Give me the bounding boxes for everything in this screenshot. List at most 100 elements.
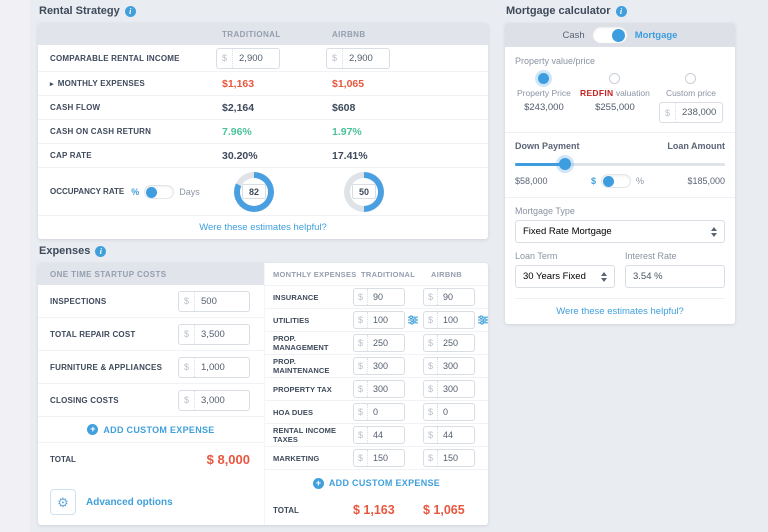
prop-management-traditional-input[interactable]: $250 (353, 334, 405, 353)
redfin-logo: REDFIN (580, 88, 614, 98)
row-label-monthly-expenses[interactable]: ▸ MONTHLY EXPENSES (50, 79, 216, 88)
radio-button[interactable] (609, 73, 621, 84)
mortgage-option[interactable]: Mortgage (634, 29, 678, 41)
radio-button[interactable] (538, 73, 550, 84)
rental-income-taxes-airbnb-input[interactable]: $44 (423, 426, 475, 445)
hoa-dues-traditional-input[interactable]: $0 (353, 403, 405, 422)
adjust-sliders-icon[interactable] (408, 315, 418, 326)
down-payment-amount: $58,000 (515, 176, 548, 186)
property-tax-traditional-input[interactable]: $300 (353, 380, 405, 399)
plus-icon: + (312, 477, 324, 489)
prop-maintenance-traditional-input[interactable]: $300 (353, 357, 405, 376)
info-icon[interactable]: i (615, 5, 627, 17)
occupancy-percent-option[interactable]: % (131, 186, 140, 197)
rental-income-taxes-traditional-input[interactable]: $44 (353, 426, 405, 445)
property-option-custom-price[interactable]: Custom price $238,000 (658, 73, 723, 123)
add-custom-expense-one-time-button[interactable]: + ADD CUSTOM EXPENSE (38, 417, 264, 443)
monthly-cell: $44 (353, 426, 423, 445)
currency-prefix: $ (424, 358, 439, 375)
one-time-expense-row: TOTAL REPAIR COST $3,500 (38, 318, 264, 351)
monthly-expense-row: RENTAL INCOME TAXES $44 $44 (265, 424, 488, 448)
percent-option[interactable]: % (636, 176, 645, 186)
inspections-input[interactable]: $500 (178, 290, 250, 312)
loan-term-select[interactable]: 30 Years Fixed (515, 265, 615, 288)
property-option-property-price[interactable]: Property Price $243,000 (517, 73, 571, 123)
interest-rate-input[interactable]: 3.54 % (625, 265, 725, 288)
currency-prefix: $ (354, 450, 369, 467)
marketing-airbnb-input[interactable]: $150 (423, 449, 475, 468)
property-option-valuation[interactable]: REDFIN valuation $255,000 (580, 73, 650, 123)
info-icon[interactable]: i (95, 245, 107, 257)
dollar-option[interactable]: $ (590, 176, 596, 186)
advanced-options-button[interactable]: ⚙ (50, 489, 76, 515)
table-row: CAP RATE 30.20% 17.41% (38, 144, 488, 168)
row-label-cash-flow: CASH FLOW (50, 103, 216, 112)
property-tax-airbnb-input[interactable]: $300 (423, 380, 475, 399)
expense-label: CLOSING COSTS (50, 395, 119, 405)
occupancy-value-airbnb-input[interactable]: 50 (352, 184, 376, 199)
donut-hole: 82 (240, 177, 268, 206)
utilities-traditional-input[interactable]: $100 (353, 311, 405, 330)
metric-value: $1,163 (222, 77, 255, 90)
occupancy-value-traditional-input[interactable]: 82 (242, 184, 266, 199)
row-label-text: CAP RATE (50, 151, 92, 160)
occupancy-gauge-traditional-cell: 82 (216, 171, 326, 212)
loan-term-label: Loan Term (515, 251, 558, 261)
advanced-options-link[interactable]: Advanced options (86, 496, 173, 508)
monthly-expense-row: INSURANCE $90 $90 (265, 286, 488, 310)
section-divider (505, 197, 735, 198)
marketing-traditional-input[interactable]: $150 (353, 449, 405, 468)
mortgage-type-select[interactable]: Fixed Rate Mortgage (515, 220, 725, 243)
option-value: $243,000 (524, 102, 564, 113)
info-icon[interactable]: i (124, 5, 136, 17)
one-time-expense-row: CLOSING COSTS $3,000 (38, 384, 264, 417)
expense-label: INSURANCE (273, 292, 319, 302)
monthly-cell: $300 (423, 380, 488, 399)
insurance-airbnb-input[interactable]: $90 (423, 288, 475, 307)
estimates-helpful-link[interactable]: Were these estimates helpful? (199, 222, 327, 233)
expense-label: HOA DUES (273, 407, 314, 417)
expenses-panel: Expenses i ONE TIME STARTUP COSTS INSPEC… (38, 244, 488, 525)
expense-label: PROPERTY TAX (273, 384, 332, 394)
closing-costs-input[interactable]: $3,000 (178, 389, 250, 411)
plus-icon: + (87, 424, 99, 435)
loan-term-group: Loan Term 30 Years Fixed (515, 251, 615, 288)
one-time-expense-row: FURNITURE & APPLIANCES $1,000 (38, 351, 264, 384)
prop-maintenance-airbnb-input[interactable]: $300 (423, 357, 475, 376)
column-header-airbnb: AIRBNB (332, 29, 366, 39)
utilities-airbnb-input[interactable]: $100 (423, 311, 475, 330)
column-header-traditional: TRADITIONAL (222, 29, 281, 39)
advanced-options-row: ⚙ Advanced options (38, 481, 264, 525)
rental-strategy-panel: Rental Strategy i TRADITIONAL AIRBNB COM… (38, 4, 488, 239)
toggle-knob (603, 176, 614, 187)
table-row: ▸ MONTHLY EXPENSES $1,163 $1,065 (38, 72, 488, 96)
cash-option[interactable]: Cash (562, 29, 585, 41)
hoa-dues-airbnb-input[interactable]: $0 (423, 403, 475, 422)
monthly-expenses-header-row: MONTHLY EXPENSES TRADITIONAL AIRBNB (265, 263, 488, 287)
input-value: 2,900 (239, 52, 263, 64)
add-custom-expense-monthly-button[interactable]: + ADD CUSTOM EXPENSE (265, 470, 488, 495)
comparable-rental-income-input[interactable]: $2,900 (216, 47, 280, 69)
prop-management-airbnb-input[interactable]: $250 (423, 334, 475, 353)
adjust-sliders-icon[interactable] (478, 315, 488, 326)
occupancy-unit-toggle[interactable] (144, 184, 175, 199)
cash-mortgage-toggle[interactable] (592, 27, 627, 43)
total-repair-cost-input[interactable]: $3,500 (178, 323, 250, 345)
occupancy-days-option[interactable]: Days (179, 186, 200, 197)
monthly-cell: $90 (353, 288, 423, 307)
furniture-appliances-input[interactable]: $1,000 (178, 356, 250, 378)
currency-prefix: $ (424, 381, 439, 398)
radio-button[interactable] (685, 73, 697, 84)
custom-price-input[interactable]: $238,000 (658, 102, 723, 123)
expense-label: TOTAL REPAIR COST (50, 329, 136, 339)
down-payment-slider[interactable] (515, 158, 725, 170)
metric-value: $608 (332, 101, 356, 114)
expense-label: MARKETING (273, 453, 320, 463)
slider-thumb[interactable] (559, 158, 572, 170)
dollar-percent-toggle[interactable] (601, 174, 631, 188)
insurance-traditional-input[interactable]: $90 (353, 288, 405, 307)
mortgage-card: Cash Mortgage Property value/price Prope… (505, 23, 735, 324)
estimates-helpful-link[interactable]: Were these estimates helpful? (556, 306, 684, 317)
table-row: COMPARABLE RENTAL INCOME $2,900 $2,900 (38, 45, 488, 72)
comparable-rental-income-input[interactable]: $2,900 (326, 47, 390, 69)
